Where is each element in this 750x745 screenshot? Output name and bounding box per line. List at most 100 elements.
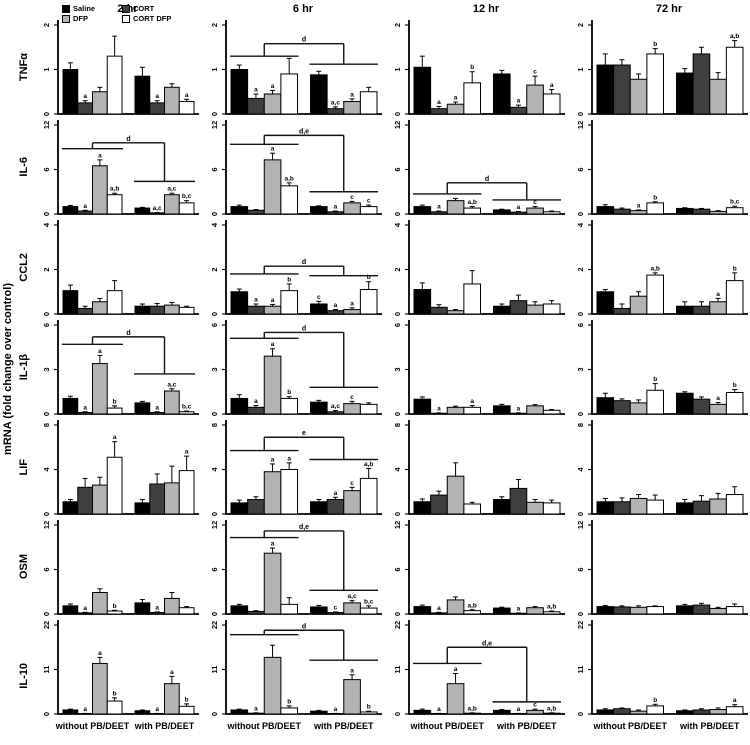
y-tick-label: 0 — [42, 412, 51, 416]
bar-dfp — [263, 159, 282, 215]
subplot-osm-6hr: 0 6 12 a c a,c b,c d,e — [210, 520, 382, 616]
sig-letter: c — [350, 394, 354, 401]
bar-saline — [310, 501, 328, 515]
sig-letter: b — [113, 690, 117, 697]
sig-letter: a — [517, 405, 521, 412]
bar-cort — [430, 494, 448, 515]
sig-letter: a — [517, 605, 521, 612]
bar-saline — [230, 502, 249, 515]
bar-saline — [596, 291, 615, 315]
bar-cortdfp — [178, 202, 195, 215]
chart-row-osm: OSM 0 6 12 a b a 0 6 12 a c a,c b,c d,e 0 6 12 a a,b a a,b 0 6… — [16, 517, 749, 617]
bar-dfp — [709, 210, 727, 215]
y-tick-label: 2 — [393, 267, 402, 271]
bar-dfp — [164, 390, 180, 415]
bar-saline — [134, 207, 151, 215]
y-tick-label: 0 — [42, 612, 51, 616]
bar-cortdfp — [725, 280, 744, 315]
bar-cortdfp — [542, 712, 561, 715]
row-label-tnfa: TNFα — [18, 52, 30, 82]
bar-cortdfp — [359, 289, 378, 315]
bar-dfp — [629, 78, 648, 115]
legend-item-dfp: DFP — [62, 14, 118, 23]
sig-letter: b — [367, 704, 371, 711]
sig-letter: a — [185, 92, 189, 99]
bar-saline — [230, 206, 249, 215]
bar-saline — [310, 710, 328, 715]
sig-letter: b — [113, 398, 117, 405]
bar-saline — [493, 405, 511, 415]
y-tick-label: 22 — [393, 621, 402, 629]
subplot-ccl2-2hr: 0 2 4 — [42, 220, 199, 316]
y-tick-label: 6 — [576, 567, 585, 571]
subplot-il10-6hr: 0 11 22 a b a a b d without PB/DEET with PB/DEET — [210, 620, 382, 731]
bar-cortdfp — [106, 700, 123, 715]
bar-saline — [62, 397, 79, 415]
subplot-tnf-2hr: 0 1 2 a a a — [42, 20, 199, 116]
legend-label-saline: Saline — [73, 4, 96, 13]
bar-dfp — [92, 363, 108, 415]
subplot-il6-6hr: 0 6 12 a a,b a c c d,e — [210, 120, 382, 216]
bar-saline — [134, 305, 151, 315]
column-title-6hr: 6 hr — [292, 3, 314, 15]
bar-saline — [134, 402, 151, 415]
bar-cort — [247, 305, 265, 315]
y-tick-label: 4 — [42, 467, 51, 472]
y-tick-label: 11 — [393, 666, 402, 674]
bar-cort — [509, 211, 528, 215]
bar-cort — [77, 307, 93, 315]
bar-saline — [62, 69, 79, 115]
y-tick-label: 2 — [210, 23, 219, 27]
subplot-tnf-6hr: 0 1 2 a a a,c a d — [210, 20, 382, 116]
bar-cort — [613, 708, 631, 715]
subplot-lif-72hr: 0 4 8 — [576, 420, 748, 516]
bar-saline — [62, 206, 79, 215]
y-tick-label: 6 — [42, 323, 51, 327]
bar-dfp — [709, 607, 727, 615]
sig-letter: c — [533, 69, 537, 76]
subplot-tnf-72hr: 0 1 2 b a,b — [576, 20, 748, 116]
bar-saline — [413, 206, 432, 215]
bar-cort — [326, 612, 345, 615]
bar-cort — [613, 400, 631, 415]
bracket-letter: d — [126, 136, 130, 143]
y-tick-label: 0 — [393, 112, 402, 116]
sig-letter: a — [334, 490, 338, 497]
bar-cortdfp — [359, 477, 378, 515]
sig-letter: a — [733, 697, 737, 704]
bar-cort — [613, 64, 631, 115]
bar-saline — [493, 499, 511, 515]
y-tick-label: 12 — [393, 521, 402, 529]
bar-cortdfp — [178, 470, 195, 515]
chart-cells-il6: 0 6 12 a a a,b a,c a,c b,c d 0 6 12 a a,b a c c d,e 0 6 12 a a,… — [32, 117, 749, 217]
y-tick-label: 0 — [393, 512, 402, 516]
group-label: with PB/DEET — [313, 721, 374, 731]
bar-cortdfp — [542, 409, 561, 415]
bar-cortdfp — [280, 73, 298, 115]
sig-letter: b — [113, 603, 117, 610]
bar-cort — [326, 499, 345, 515]
legend-swatch-dfp — [62, 14, 70, 23]
sig-letter: a — [716, 291, 720, 298]
bar-dfp — [629, 497, 648, 515]
y-tick-label: 3 — [210, 367, 219, 371]
chart-cells-il10: 0 11 22 a a b a a b without PB/DEET with PB/DEET 0 1… — [32, 617, 749, 735]
y-tick-label: 2 — [210, 267, 219, 271]
bar-dfp — [343, 309, 361, 315]
sig-letter: b,c — [730, 199, 740, 206]
bar-saline — [62, 709, 79, 715]
y-tick-label: 0 — [576, 512, 585, 516]
column-title-72hr: 72 hr — [655, 3, 683, 15]
sig-letter: b — [653, 41, 657, 48]
bar-dfp — [629, 606, 648, 615]
subplot-lif-12hr: 0 4 8 — [393, 420, 565, 516]
y-tick-label: 0 — [393, 612, 402, 616]
bar-cortdfp — [542, 303, 561, 315]
bar-cort — [430, 612, 448, 615]
bar-dfp — [263, 471, 282, 515]
bar-cort — [613, 208, 631, 215]
y-tick-label: 0 — [393, 712, 402, 716]
bar-saline — [134, 602, 151, 615]
y-tick-label: 6 — [576, 167, 585, 171]
